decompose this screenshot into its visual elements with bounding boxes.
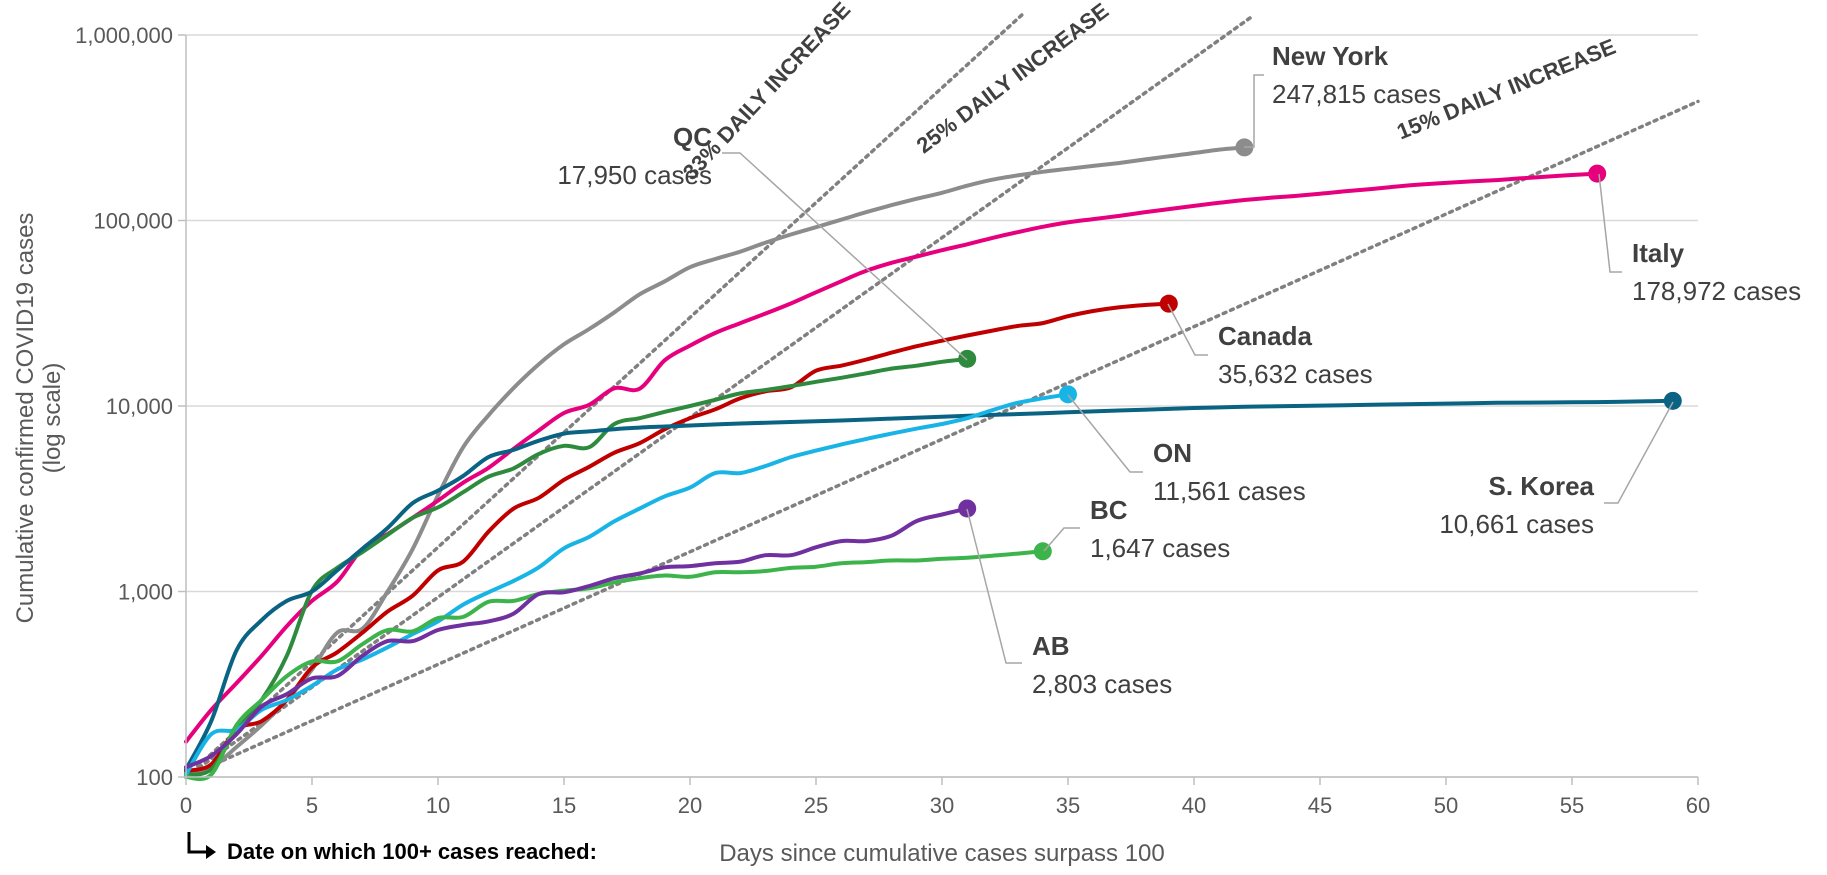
series-cases-label: 10,661 cases bbox=[1439, 509, 1594, 539]
arrowhead-icon bbox=[206, 845, 216, 859]
series-line bbox=[184, 171, 1600, 744]
footnote: Date on which 100+ cases reached: bbox=[187, 832, 597, 864]
series-name-label: Italy bbox=[1632, 238, 1685, 268]
x-tick-label: 0 bbox=[180, 793, 192, 818]
x-tick-label: 55 bbox=[1560, 793, 1584, 818]
series-line bbox=[184, 145, 1247, 776]
x-tick-label: 5 bbox=[306, 793, 318, 818]
leader-line bbox=[1067, 394, 1143, 473]
y-tick-label: 1,000 bbox=[118, 580, 173, 605]
series-name-label: AB bbox=[1032, 631, 1070, 661]
series-end-marker bbox=[958, 499, 977, 518]
leader-line bbox=[1598, 173, 1622, 273]
y-tick-label: 100,000 bbox=[93, 209, 173, 234]
x-tick-label: 25 bbox=[804, 793, 828, 818]
series-end-marker bbox=[1159, 294, 1178, 313]
x-tick-label: 20 bbox=[678, 793, 702, 818]
x-tick-label: 40 bbox=[1182, 793, 1206, 818]
series-name-label: BC bbox=[1090, 495, 1128, 525]
arrow-icon bbox=[187, 832, 212, 854]
series-cases-label: 178,972 cases bbox=[1632, 276, 1801, 306]
series-line bbox=[184, 506, 970, 770]
series-cases-label: 35,632 cases bbox=[1218, 359, 1373, 389]
x-tick-label: 45 bbox=[1308, 793, 1332, 818]
leader-line bbox=[722, 152, 968, 361]
reference-line bbox=[186, 99, 1700, 777]
y-axis-title-line1: Cumulative confirmed COVID19 cases bbox=[12, 213, 39, 624]
reference-line-label: 33% DAILY INCREASE bbox=[678, 0, 856, 185]
leader-line bbox=[1604, 401, 1674, 504]
series-line bbox=[184, 398, 1675, 772]
series-end-marker bbox=[958, 349, 977, 368]
x-axis-title: Days since cumulative cases surpass 100 bbox=[719, 840, 1165, 867]
series-layer bbox=[184, 138, 1682, 782]
series-cases-label: 2,803 cases bbox=[1032, 669, 1172, 699]
series-cases-label: 247,815 cases bbox=[1272, 79, 1441, 109]
y-tick-label: 100 bbox=[136, 765, 173, 790]
x-tick-label: 10 bbox=[426, 793, 450, 818]
leader-line bbox=[1043, 527, 1080, 552]
series-cases-label: 1,647 cases bbox=[1090, 533, 1230, 563]
series-name-label: QC bbox=[673, 122, 712, 152]
series-name-label: ON bbox=[1153, 438, 1192, 468]
series-end-marker bbox=[1059, 385, 1077, 404]
series-line bbox=[184, 301, 1171, 773]
y-tick-label: 10,000 bbox=[106, 394, 173, 419]
x-tick-label: 50 bbox=[1434, 793, 1458, 818]
series-line bbox=[184, 549, 1045, 782]
x-tick-label: 35 bbox=[1056, 793, 1080, 818]
x-tick-label: 30 bbox=[930, 793, 954, 818]
y-tick-label: 1,000,000 bbox=[75, 23, 173, 48]
x-tick-label: 15 bbox=[552, 793, 576, 818]
x-tick-label: 60 bbox=[1686, 793, 1710, 818]
series-name-label: S. Korea bbox=[1489, 471, 1595, 501]
series-end-marker bbox=[1663, 391, 1682, 410]
series-name-label: New York bbox=[1272, 41, 1389, 71]
leader-line bbox=[966, 508, 1022, 664]
leader-line bbox=[1167, 303, 1208, 356]
series-end-marker bbox=[1588, 164, 1607, 183]
leader-line bbox=[1244, 74, 1264, 148]
series-name-label: Canada bbox=[1218, 321, 1312, 351]
series-labels-layer: 33% DAILY INCREASE 25% DAILY INCREASE 15% … bbox=[557, 0, 1801, 699]
y-axis-title-line2: (log scale) bbox=[39, 363, 66, 474]
reference-line-label: 25% DAILY INCREASE bbox=[912, 0, 1114, 158]
axis-layer: 100 1,000 10,000 100,000 1,000,000 0 5 10 15 20 25… bbox=[75, 23, 1710, 818]
footnote-text: Date on which 100+ cases reached: bbox=[227, 839, 597, 864]
series-line bbox=[184, 392, 1070, 777]
series-cases-label: 17,950 cases bbox=[557, 160, 712, 190]
series-cases-label: 11,561 cases bbox=[1153, 476, 1306, 506]
